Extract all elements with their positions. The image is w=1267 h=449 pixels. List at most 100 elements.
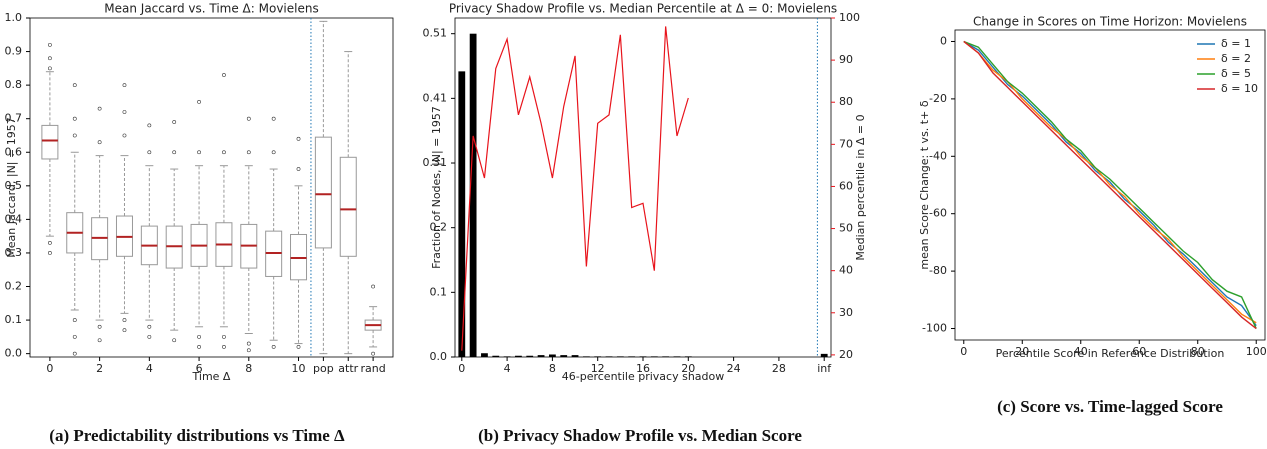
bar xyxy=(515,355,522,357)
outlier xyxy=(246,348,251,353)
outlier xyxy=(296,167,301,171)
outlier xyxy=(296,345,301,349)
bar xyxy=(549,354,556,357)
y-tick-label: 0.6 xyxy=(5,145,23,158)
y-tick-label: 0.9 xyxy=(5,45,23,58)
outlier xyxy=(222,150,226,155)
bar xyxy=(526,355,534,357)
y-tick-label: 0.5 xyxy=(5,179,23,192)
y-tick-label: 80 xyxy=(839,95,853,108)
x-tick-label: 12 xyxy=(591,362,605,375)
outlier xyxy=(371,351,376,356)
line xyxy=(963,40,1257,324)
y-tick-label: 60 xyxy=(839,179,853,192)
bar xyxy=(537,355,545,357)
outlier xyxy=(72,334,77,339)
bar xyxy=(458,71,466,357)
caption: (b) Privacy Shadow Profile vs. Median Sc… xyxy=(478,426,802,445)
bar xyxy=(673,356,681,357)
x-tick-label: 20 xyxy=(681,362,695,375)
y-tick-label: 30 xyxy=(839,306,853,319)
outlier xyxy=(271,345,276,349)
chart-title: Mean Jaccard vs. Time Δ: Movielens xyxy=(104,2,318,16)
bar xyxy=(594,356,602,357)
bar xyxy=(492,355,500,357)
y-axis-label: mean Score Change: t vs. t+ δ xyxy=(918,100,931,269)
outlier xyxy=(47,251,52,255)
x-tick-label: 0 xyxy=(458,362,465,375)
plot-frame xyxy=(29,17,394,358)
x-tick-label: 28 xyxy=(772,362,786,375)
x-axis-label: Percentile Score in Reference Distributi… xyxy=(996,347,1225,360)
y-tick-label: 0.51 xyxy=(423,27,448,40)
outlier xyxy=(222,73,226,77)
line xyxy=(963,40,1257,330)
caption: (c) Score vs. Time-lagged Score xyxy=(997,397,1223,416)
x-tick-label: 16 xyxy=(636,362,650,375)
y-tick-label: 0.0 xyxy=(5,347,23,360)
bar xyxy=(503,356,511,357)
y-tick-label: 90 xyxy=(839,53,853,66)
x-axis-label: 46-percentile privacy shadow xyxy=(562,370,725,383)
outlier xyxy=(122,83,127,88)
x-tick-label: 80 xyxy=(1191,345,1205,358)
x-tick-label: pop xyxy=(313,362,334,375)
caption: (a) Predictability distributions vs Time… xyxy=(49,426,345,445)
outlier xyxy=(97,140,102,145)
bar xyxy=(582,356,590,357)
outlier xyxy=(97,338,102,343)
outlier xyxy=(371,284,376,289)
outlier xyxy=(47,42,52,47)
y-tick-label: 0.31 xyxy=(423,156,448,169)
x-tick-label: inf xyxy=(817,362,832,375)
outlier xyxy=(72,133,77,138)
line xyxy=(963,40,1257,327)
outlier xyxy=(222,345,226,349)
y-tick-label: 0.1 xyxy=(5,313,23,326)
y-tick-label: 0.1 xyxy=(430,285,448,298)
outlier xyxy=(97,324,102,329)
chart-title: Change in Scores on Time Horizon: Moviel… xyxy=(973,15,1247,29)
box xyxy=(41,124,59,160)
outlier xyxy=(246,150,251,155)
bar xyxy=(605,356,613,357)
line xyxy=(963,40,1257,329)
y-axis-label: Fraction of Nodes, |N| = 1957 xyxy=(430,106,443,269)
outlier xyxy=(72,318,77,322)
y-tick-label: 0.8 xyxy=(5,78,23,91)
y-tick-label: -60 xyxy=(929,207,947,220)
outlier xyxy=(197,334,201,339)
outlier xyxy=(172,120,177,124)
outlier xyxy=(72,116,77,121)
legend-label: δ = 10 xyxy=(1221,82,1258,95)
x-tick-label: 100 xyxy=(1246,345,1267,358)
outlier xyxy=(147,123,152,128)
y-tick-label: 100 xyxy=(839,11,860,24)
y-tick-label: -40 xyxy=(929,149,947,162)
outlier xyxy=(122,328,127,333)
outlier xyxy=(197,345,201,349)
y-tick-label: 0.0 xyxy=(430,350,448,363)
legend-label: δ = 5 xyxy=(1221,67,1251,80)
outlier xyxy=(222,334,226,339)
x-tick-label: 6 xyxy=(196,362,203,375)
outlier xyxy=(246,341,251,346)
bar xyxy=(481,353,488,357)
y-tick-label: -100 xyxy=(922,322,947,335)
outlier xyxy=(147,150,152,155)
bar xyxy=(820,353,828,357)
outlier xyxy=(122,133,127,138)
bar xyxy=(628,356,636,357)
y-tick-label: 40 xyxy=(839,264,853,277)
outlier xyxy=(172,150,177,155)
x-tick-label: 0 xyxy=(46,362,53,375)
x-tick-label: 24 xyxy=(727,362,741,375)
outlier xyxy=(246,116,251,121)
outlier xyxy=(97,106,102,111)
outlier xyxy=(147,334,152,339)
y-tick-label: 1.0 xyxy=(5,11,23,24)
x-tick-label: 4 xyxy=(504,362,511,375)
outlier xyxy=(72,83,77,88)
outlier xyxy=(47,66,52,71)
